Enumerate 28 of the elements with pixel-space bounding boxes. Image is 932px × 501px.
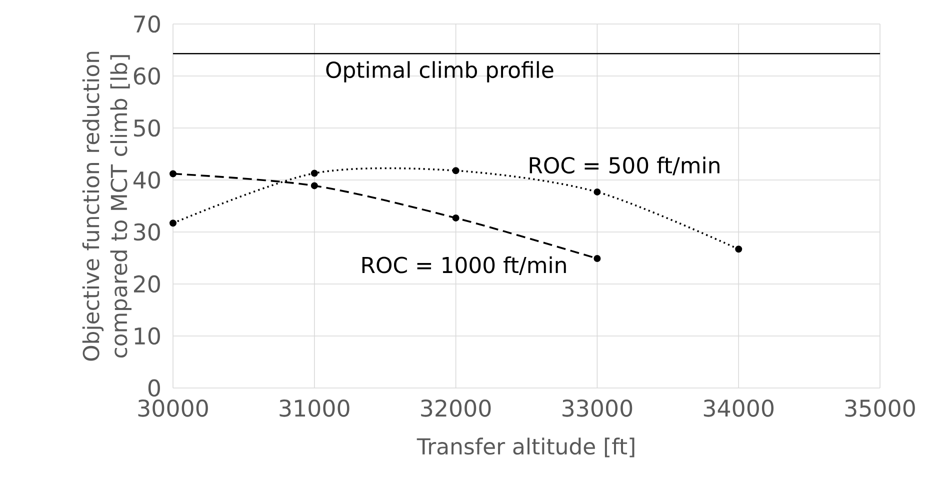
y-tick-label: 50: [134, 119, 160, 137]
point: [452, 214, 460, 222]
y-axis-title: Objective function reduction compared to MCT climb [lb]: [82, 52, 132, 361]
point: [310, 170, 318, 177]
point: [170, 220, 177, 227]
point: [735, 246, 742, 253]
x-tick-label: 30000: [138, 399, 208, 417]
series-label: ROC = 500 ft/min: [530, 156, 720, 176]
point: [594, 255, 601, 262]
x-tick-label: 31000: [280, 399, 350, 417]
x-tick-label: 32000: [421, 399, 491, 417]
x-tick-label: 33000: [562, 399, 632, 417]
x-axis-title: Transfer altitude [ft]: [416, 438, 634, 458]
y-tick-label: 70: [134, 15, 160, 33]
point: [594, 188, 601, 196]
ref-line-label: Optimal climb profile: [326, 61, 554, 82]
point: [170, 170, 177, 178]
point: [452, 167, 460, 174]
x-tick-label: 34000: [704, 399, 774, 417]
y-tick-label: 20: [134, 275, 160, 293]
x-tick-label: 35000: [845, 399, 915, 417]
point: [310, 182, 318, 190]
y-tick-label: 40: [133, 171, 160, 189]
y-tick-label: 0: [148, 379, 160, 397]
y-tick-label: 10: [134, 327, 160, 345]
y-tick-label: 30: [134, 223, 160, 241]
y-tick-label: 60: [134, 67, 160, 85]
series-label: ROC = 1000 ft/min: [362, 256, 566, 276]
